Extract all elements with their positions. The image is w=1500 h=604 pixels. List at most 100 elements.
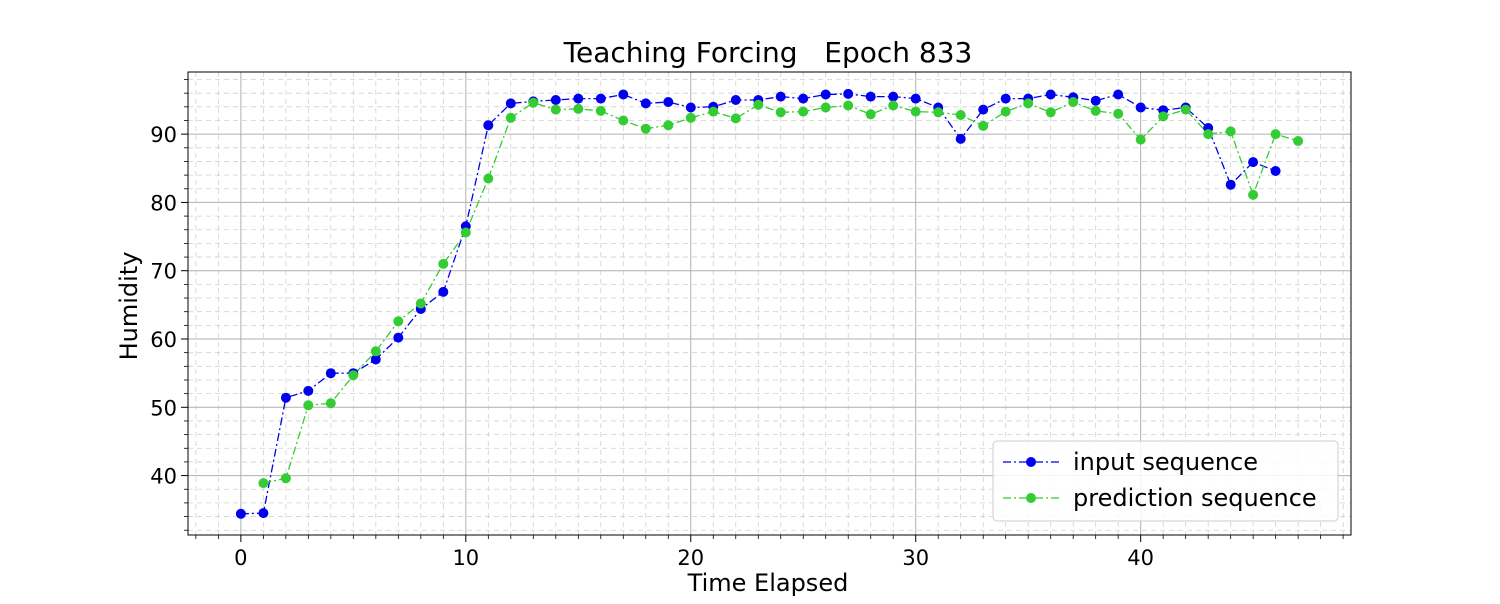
legend-marker-prediction <box>1026 493 1036 503</box>
data-point-prediction <box>528 97 539 108</box>
data-point-input <box>618 89 629 100</box>
data-point-input <box>438 286 449 297</box>
data-point-prediction <box>865 109 876 120</box>
tick-labels: 0 10 20 30 40 40 50 60 70 80 90 <box>150 123 1154 570</box>
data-point-prediction <box>775 107 786 118</box>
legend-box <box>992 440 1339 522</box>
data-point-input <box>843 88 854 99</box>
data-point-prediction <box>798 106 809 117</box>
data-point-input <box>258 508 269 519</box>
data-point-input <box>550 95 561 105</box>
data-point-input <box>820 89 831 100</box>
data-point-prediction <box>1158 111 1169 122</box>
data-point-input <box>640 98 651 109</box>
data-point-prediction <box>1068 97 1079 107</box>
data-point-input <box>1248 157 1259 168</box>
legend: input sequence prediction sequence <box>992 440 1339 522</box>
chart-title: Teaching Forcing Epoch 833 <box>563 36 973 69</box>
data-point-prediction <box>1225 126 1236 137</box>
x-axis-label: Time Elapsed <box>687 569 849 597</box>
data-point-prediction <box>618 115 629 126</box>
data-point-input <box>865 91 876 102</box>
data-point-prediction <box>1248 189 1259 200</box>
data-point-input <box>573 93 584 104</box>
data-point-input <box>798 93 809 104</box>
data-point-prediction <box>258 478 269 489</box>
data-point-prediction <box>730 113 741 124</box>
x-tick-label: 30 <box>902 546 929 570</box>
data-point-prediction <box>888 100 899 111</box>
data-point-prediction <box>955 110 966 120</box>
y-tick-label: 90 <box>150 123 177 147</box>
data-point-prediction <box>640 123 651 134</box>
data-point-prediction <box>753 99 764 110</box>
data-point-prediction <box>1135 134 1146 145</box>
data-point-prediction <box>460 227 471 238</box>
data-point-input <box>280 392 291 403</box>
data-point-input <box>1113 89 1124 100</box>
legend-label-input: input sequence <box>1073 448 1258 476</box>
major-grid <box>188 72 1351 535</box>
data-point-prediction <box>685 112 696 123</box>
data-point-input <box>910 93 921 104</box>
data-point-prediction <box>820 102 831 113</box>
data-point-prediction <box>1180 104 1191 115</box>
data-point-prediction <box>1023 98 1034 109</box>
data-point-prediction <box>708 106 719 117</box>
data-point-prediction <box>505 112 516 123</box>
axis-ticks <box>181 79 1344 542</box>
legend-entry-input: input sequence <box>1003 448 1258 476</box>
x-tick-label: 40 <box>1127 546 1154 570</box>
data-point-input <box>393 332 404 343</box>
data-point-prediction <box>483 173 494 184</box>
legend-entry-prediction: prediction sequence <box>1003 484 1317 512</box>
data-point-input <box>775 91 786 102</box>
data-point-prediction <box>595 105 606 116</box>
data-point-prediction <box>933 107 944 118</box>
data-point-prediction <box>303 400 314 411</box>
data-point-prediction <box>438 258 449 269</box>
data-point-input <box>303 385 314 396</box>
minor-grid <box>188 72 1351 535</box>
data-point-input <box>235 508 246 519</box>
data-point-input <box>1270 166 1281 176</box>
y-tick-label: 50 <box>150 396 177 420</box>
y-axis-label: Humidity <box>115 252 143 361</box>
data-point-prediction <box>550 104 561 115</box>
data-point-input <box>955 133 966 144</box>
data-point-input <box>730 95 741 105</box>
data-point-input <box>663 97 674 107</box>
data-point-prediction <box>348 370 359 381</box>
plot-lines <box>240 93 1299 515</box>
data-point-prediction <box>1045 107 1056 118</box>
data-point-prediction <box>1090 105 1101 116</box>
data-point-input <box>685 102 696 113</box>
data-point-prediction <box>978 120 989 131</box>
data-point-prediction <box>843 100 854 111</box>
y-tick-label: 40 <box>150 465 177 489</box>
series-line-input <box>240 93 1276 515</box>
data-point-prediction <box>910 106 921 117</box>
data-point-prediction <box>415 298 426 309</box>
data-point-input <box>1000 93 1011 104</box>
data-point-prediction <box>573 103 584 114</box>
legend-label-prediction: prediction sequence <box>1073 484 1317 512</box>
data-point-prediction <box>663 120 674 131</box>
data-point-prediction <box>370 346 381 357</box>
x-tick-label: 0 <box>234 546 247 570</box>
data-point-prediction <box>1113 108 1124 119</box>
data-point-prediction <box>1000 106 1011 117</box>
data-point-input <box>595 93 606 104</box>
data-point-input <box>888 91 899 102</box>
data-point-prediction <box>1270 129 1281 140</box>
data-point-input <box>1135 102 1146 113</box>
data-point-prediction <box>1293 136 1304 146</box>
plot-frame <box>187 71 1352 536</box>
data-point-input <box>978 104 989 115</box>
y-tick-label: 70 <box>150 260 177 284</box>
data-point-prediction <box>325 398 336 409</box>
data-point-input <box>370 354 381 365</box>
data-point-input <box>483 120 494 131</box>
